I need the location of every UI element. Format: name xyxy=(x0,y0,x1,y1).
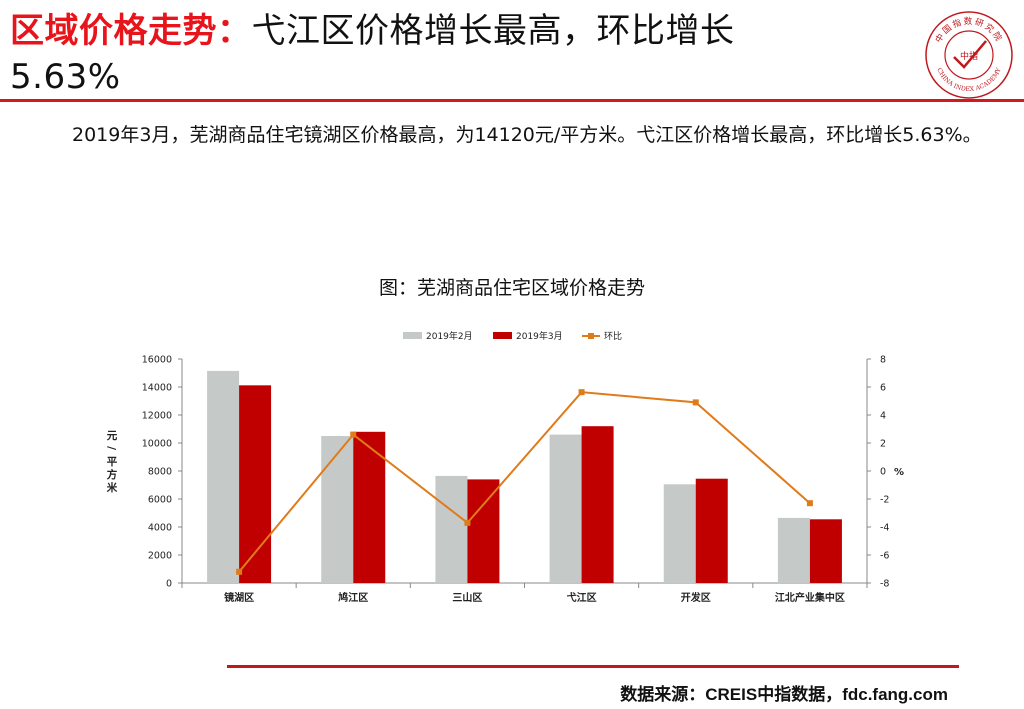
bar-mar-4 xyxy=(695,478,728,583)
y-axis-label-char: 平 xyxy=(107,456,118,468)
x-tick-label: 三山区 xyxy=(452,591,482,604)
y2-tick-label: 2 xyxy=(880,439,886,450)
china-index-academy-logo: 中国指数研究院 CHINA INDEX ACADEMY 中指 xyxy=(925,11,1013,99)
legend-label-feb: 2019年2月 xyxy=(426,330,473,342)
logo-center-text: 中指 xyxy=(960,50,978,62)
bar-feb-3 xyxy=(549,434,582,583)
mom-line xyxy=(238,391,811,573)
y-axis-label-char: 方 xyxy=(107,468,118,481)
mom-point-0 xyxy=(236,568,243,575)
y-axis-label-char: / xyxy=(105,446,117,450)
y-tick-label: 0 xyxy=(166,579,172,590)
bar-mar-0 xyxy=(239,385,272,583)
legend-label-mar: 2019年3月 xyxy=(516,330,563,342)
header-rule xyxy=(0,99,1024,102)
page-title: 区域价格走势：弋江区价格增长最高，环比增长 5.63% xyxy=(10,8,910,100)
title-rest: 弋江区价格增长最高，环比增长 xyxy=(251,11,735,51)
bar-feb-4 xyxy=(663,484,696,583)
x-tick-label: 鸠江区 xyxy=(338,591,368,604)
y2-tick-label: -2 xyxy=(880,495,889,506)
chart-title: 图：芜湖商品住宅区域价格走势 xyxy=(378,277,645,299)
legend-swatch-mar xyxy=(493,332,512,339)
mom-point-3 xyxy=(578,389,585,396)
bar-mar-2 xyxy=(467,479,500,583)
y2-tick-label: 0 xyxy=(880,467,886,478)
x-tick-label: 弋江区 xyxy=(567,591,597,604)
title-highlight: 区域价格走势： xyxy=(10,11,252,51)
y-tick-label: 8000 xyxy=(148,467,172,478)
y2-tick-label: 4 xyxy=(880,411,886,422)
bar-feb-1 xyxy=(321,436,354,583)
x-tick-label: 江北产业集中区 xyxy=(775,591,845,604)
bar-mar-1 xyxy=(353,431,386,583)
mom-point-4 xyxy=(692,399,699,406)
bar-feb-2 xyxy=(435,475,468,583)
y-axis-label-char: 米 xyxy=(106,481,118,494)
y-tick-label: 10000 xyxy=(142,439,172,450)
footer-rule xyxy=(227,665,959,668)
mom-point-2 xyxy=(464,519,471,526)
y2-tick-label: 8 xyxy=(880,355,886,366)
bar-mar-3 xyxy=(581,426,614,583)
legend-label-mom: 环比 xyxy=(604,330,622,342)
x-tick-label: 开发区 xyxy=(681,591,711,604)
mom-point-1 xyxy=(350,431,357,438)
y-tick-label: 16000 xyxy=(142,355,172,366)
bar-feb-0 xyxy=(207,370,240,583)
x-tick-label: 镜湖区 xyxy=(224,591,254,604)
y-tick-label: 4000 xyxy=(148,523,172,534)
data-source: 数据来源：CREIS中指数据，fdc.fang.com xyxy=(620,685,948,704)
y2-tick-label: -8 xyxy=(880,579,889,590)
y-tick-label: 2000 xyxy=(148,551,172,562)
y2-tick-label: -4 xyxy=(880,523,889,534)
title-line2: 5.63% xyxy=(10,57,121,97)
y2-tick-label: -6 xyxy=(880,551,889,562)
y-tick-label: 12000 xyxy=(142,411,172,422)
bar-mar-5 xyxy=(809,519,842,583)
bar-feb-5 xyxy=(777,517,810,583)
intro-paragraph: 2019年3月，芜湖商品住宅镜湖区价格最高，为14120元/平方米。弋江区价格增… xyxy=(72,124,982,146)
legend-swatch-feb xyxy=(403,332,422,339)
y-tick-label: 14000 xyxy=(142,383,172,394)
y-axis-label-char: 元 xyxy=(107,430,118,442)
y2-tick-label: 6 xyxy=(880,383,886,394)
y-tick-label: 6000 xyxy=(148,495,172,506)
legend-swatch-line-marker xyxy=(588,333,594,339)
y2-axis-label: % xyxy=(894,467,904,478)
mom-point-5 xyxy=(806,500,813,507)
